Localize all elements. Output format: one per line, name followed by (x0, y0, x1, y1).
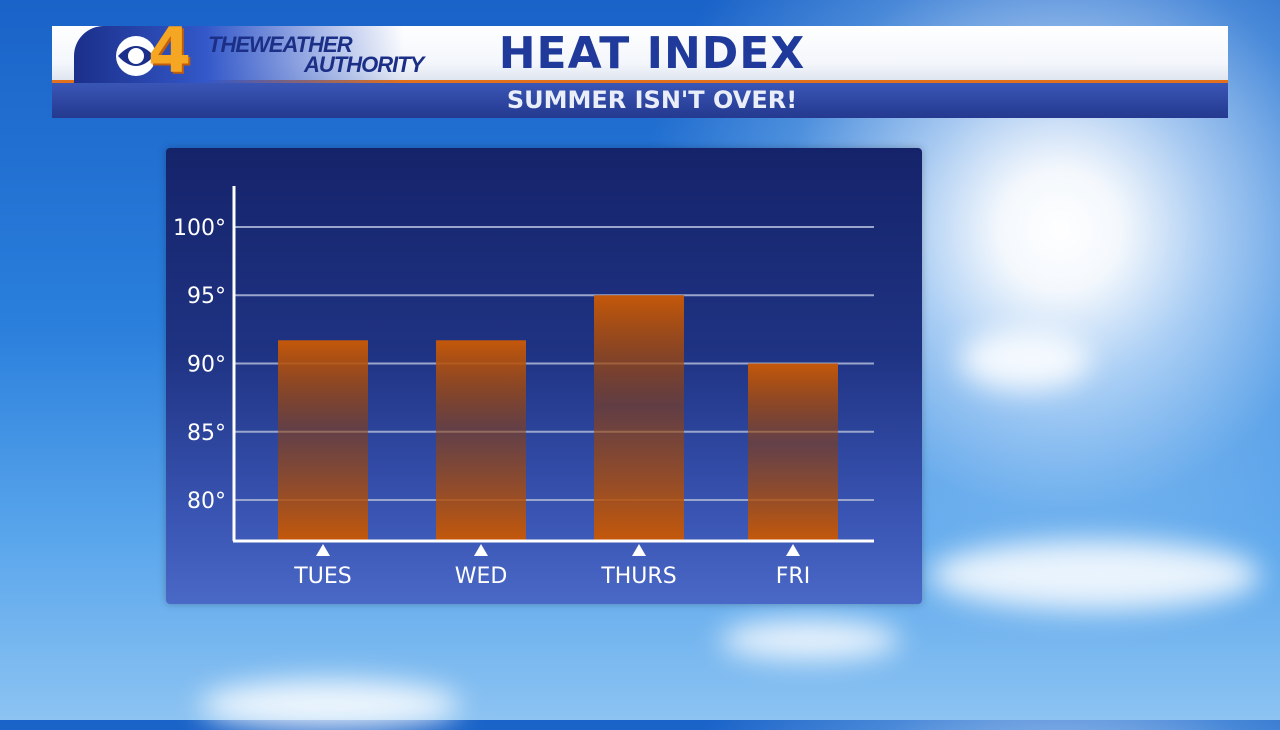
tick-marker-icon (474, 544, 488, 556)
bar-tues (278, 340, 368, 541)
chart-panel: 80° 85° 90° 95° 100° TUES WED THURS FRI (166, 148, 922, 604)
page-title: HEAT INDEX (498, 28, 806, 79)
brand-line-2: AUTHORITY (304, 52, 424, 77)
cloud (720, 620, 900, 660)
cbs-eye-icon (116, 36, 156, 76)
y-tick-label: 100° (173, 216, 226, 241)
brand-line-1: THEWEATHER (208, 32, 353, 57)
page-subtitle: SUMMER ISN'T OVER! (506, 86, 798, 114)
cloud (930, 540, 1260, 610)
y-tick-label: 85° (187, 421, 226, 446)
channel-number: 4 (148, 14, 192, 87)
bar-wed (436, 340, 526, 541)
banner-subtitle-bar (52, 83, 1228, 118)
x-category-label: THURS (600, 564, 676, 589)
tick-marker-icon (786, 544, 800, 556)
bar-thurs (594, 295, 684, 541)
x-category-label: FRI (776, 564, 810, 589)
tick-marker-icon (632, 544, 646, 556)
tick-marker-icon (316, 544, 330, 556)
heat-index-chart: 80° 85° 90° 95° 100° TUES WED THURS FRI (173, 186, 874, 589)
y-tick-label: 90° (187, 353, 226, 378)
header-banner: 4 THEWEATHER AUTHORITY HEAT INDEX SUMMER… (52, 20, 1228, 118)
x-category-label: WED (455, 564, 508, 589)
x-category-label: TUES (293, 564, 351, 589)
cloud (960, 330, 1090, 390)
y-tick-label: 80° (187, 489, 226, 514)
cloud (200, 680, 460, 730)
station-logo: 4 THEWEATHER AUTHORITY (74, 20, 424, 83)
y-tick-label: 95° (187, 284, 226, 309)
bar-fri (748, 363, 838, 541)
